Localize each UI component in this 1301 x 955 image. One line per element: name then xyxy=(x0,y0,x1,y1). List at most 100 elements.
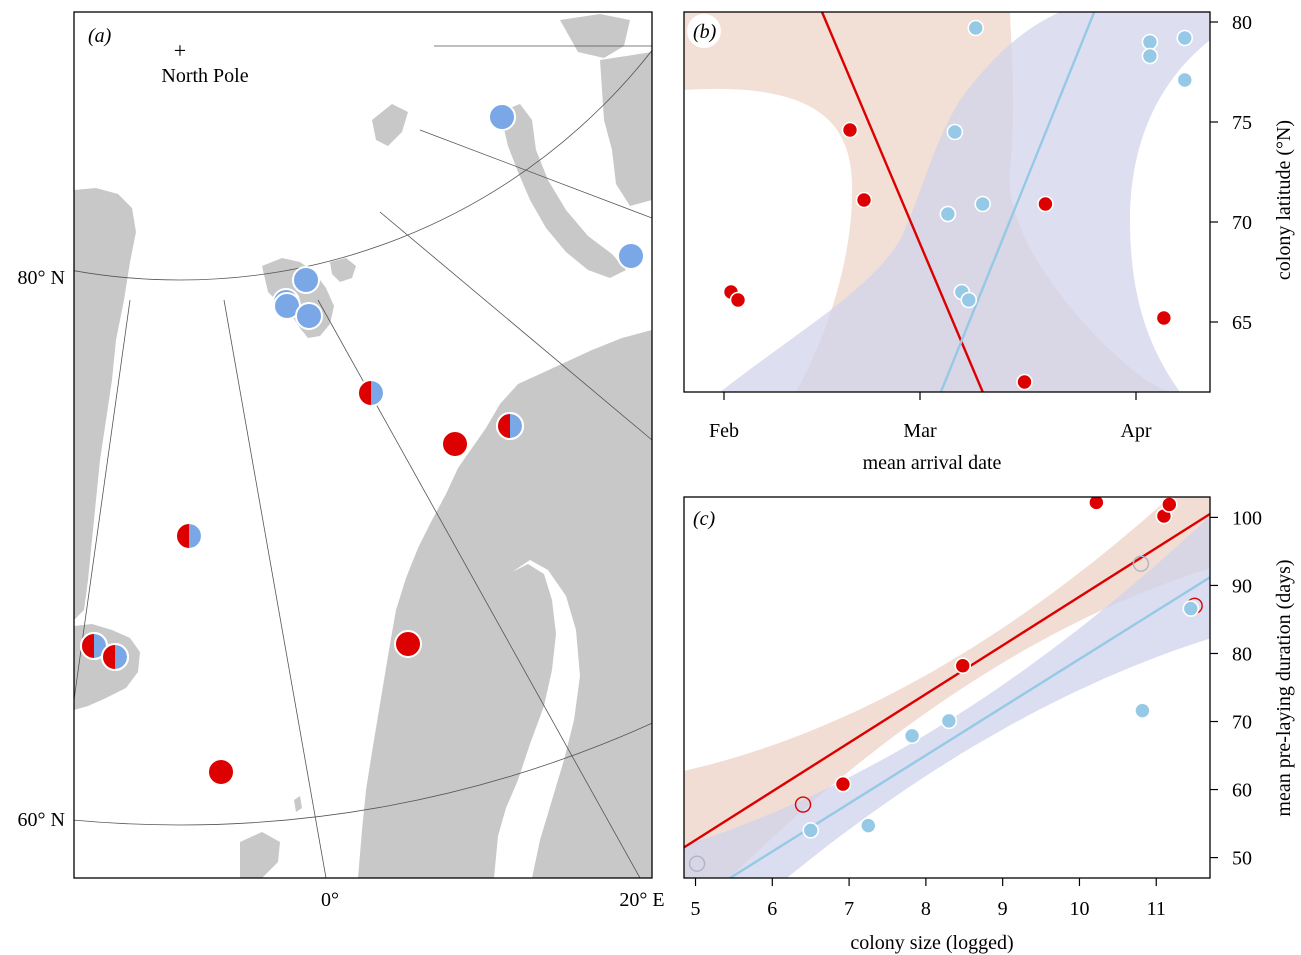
panel-c-point-blue xyxy=(1182,600,1200,617)
panel-b-point-blue xyxy=(1141,47,1159,65)
panel-b-red-fit-line xyxy=(820,12,984,392)
panel-c-blue-fit-line xyxy=(729,576,1210,878)
east-coast-land xyxy=(600,52,652,206)
colony-marker-blue xyxy=(295,302,323,330)
colony-marker-half xyxy=(101,643,129,671)
panel-b-label: (b) xyxy=(693,21,717,43)
panel-a-label: (a) xyxy=(88,25,112,47)
panel-c-x-tick-label: 8 xyxy=(921,898,931,920)
panel-c-x-tick-label: 9 xyxy=(998,898,1008,920)
panel-c-point-blue xyxy=(859,817,877,834)
panel-c-point-red xyxy=(1161,497,1178,513)
meridian-west xyxy=(74,299,131,701)
greenland-land xyxy=(74,188,136,620)
panel-c-y-ticks: 50 60 70 80 90 100 xyxy=(1210,507,1262,870)
panel-b-point-red xyxy=(729,291,747,309)
panel-c-frame xyxy=(683,496,1211,879)
lat-label-80: 80° N xyxy=(18,267,65,289)
north-pole-label: North Pole xyxy=(161,65,248,87)
map-land xyxy=(74,14,652,878)
colony-marker-red xyxy=(207,758,235,786)
panel-c-y-tick-label: 90 xyxy=(1232,575,1252,597)
panel-c-bands xyxy=(684,497,1210,878)
panel-c-point-blue xyxy=(940,712,958,730)
colony-marker-half xyxy=(496,412,524,440)
arctic-islands-land-2 xyxy=(560,14,630,58)
panel-b-x-tick-label: Apr xyxy=(1120,420,1151,442)
panel-c-x-title: colony size (logged) xyxy=(850,932,1013,954)
panel-c-y-tick-label: 100 xyxy=(1232,507,1262,529)
panel-c-label: (c) xyxy=(693,508,716,530)
panel-b-x-tick-label: Feb xyxy=(709,420,739,442)
meridian-d xyxy=(419,129,652,219)
colony-marker-red xyxy=(441,430,469,458)
panel-b-point-blue xyxy=(967,19,985,37)
panel-c-chart: (c) 5 6 7 8 9 10 11 50 60 70 80 90 100 colony size … xyxy=(683,496,1295,954)
panel-b-x-ticks: Feb Mar Apr xyxy=(709,392,1152,442)
panel-c-x-tick-label: 10 xyxy=(1069,898,1089,920)
panel-c-red-confidence-band xyxy=(684,497,1210,878)
lon-label-20e: 20° E xyxy=(619,889,664,911)
panel-c-x-tick-label: 5 xyxy=(691,898,701,920)
panel-b-chart: (b) Feb Mar Apr 65 70 75 80 mean arrival date… xyxy=(683,11,1295,474)
scandinavia-land xyxy=(358,330,652,878)
panel-b-frame xyxy=(683,11,1211,393)
panel-c-point-red xyxy=(1088,497,1105,511)
panel-c-points xyxy=(688,497,1203,872)
meridian-a xyxy=(223,299,327,878)
panel-b-points xyxy=(722,19,1194,391)
panel-c-point-blue xyxy=(802,822,820,839)
panel-c-point-red xyxy=(954,657,972,675)
panel-c-y-tick-label: 80 xyxy=(1232,643,1252,665)
colony-marker-blue xyxy=(617,242,645,270)
lon-label-0: 0° xyxy=(321,889,339,911)
panel-b-point-blue xyxy=(946,123,964,141)
panel-c-x-tick-label: 6 xyxy=(767,898,777,920)
panel-b-point-blue xyxy=(1141,33,1159,51)
panel-b-point-blue xyxy=(974,195,992,213)
meridian-c xyxy=(379,211,652,441)
panel-b-point-red xyxy=(1037,195,1054,213)
panel-b-point-blue xyxy=(1176,29,1194,47)
panel-b-x-tick-label: Mar xyxy=(903,420,937,442)
panel-b-bands xyxy=(684,12,1210,392)
gulf-of-bothnia-water xyxy=(494,560,580,878)
panel-a-map: (a) + North Pole 80° N 60° N 0° 20° E xyxy=(18,11,665,911)
panel-b-point-red xyxy=(1016,373,1033,391)
panel-b-point-red xyxy=(841,121,859,139)
panel-c-x-ticks: 5 6 7 8 9 10 11 xyxy=(691,878,1166,920)
panel-b-point-red xyxy=(1155,309,1173,327)
panel-b-y-tick-label: 70 xyxy=(1232,212,1252,234)
panel-b-y-title: colony latitude (°N) xyxy=(1273,120,1295,280)
panel-c-blue-confidence-band xyxy=(684,516,1210,878)
svalbard-east-land xyxy=(330,258,356,282)
panel-c-y-tick-label: 60 xyxy=(1232,780,1252,802)
panel-c-y-tick-label: 70 xyxy=(1232,712,1252,734)
panel-b-point-blue xyxy=(939,205,957,223)
panel-b-point-blue xyxy=(960,291,978,309)
panel-c-open-point-blue xyxy=(1132,555,1150,572)
panel-b-label-bg xyxy=(687,14,721,48)
panel-b-blue-confidence-band xyxy=(720,12,1210,392)
colony-marker-blue xyxy=(292,266,320,294)
panel-c-point-blue xyxy=(903,727,921,745)
latitude-circle-60 xyxy=(74,722,652,826)
panel-b-y-tick-label: 80 xyxy=(1232,12,1252,34)
panel-c-point-red xyxy=(834,775,852,793)
colony-markers xyxy=(80,103,645,786)
arctic-islands-land xyxy=(372,104,408,146)
panel-c-open-point-red xyxy=(794,796,812,813)
shetland-land xyxy=(294,796,302,812)
colony-marker-half xyxy=(175,522,203,550)
panel-c-red-fit-line xyxy=(684,512,1210,849)
panel-c-x-tick-label: 7 xyxy=(844,898,854,920)
novaya-zemlya-land xyxy=(500,104,626,278)
colony-marker-half xyxy=(357,379,385,407)
panel-c-x-tick-label: 11 xyxy=(1147,898,1166,920)
panel-b-y-ticks: 65 70 75 80 xyxy=(1210,12,1252,334)
panel-c-y-tick-label: 50 xyxy=(1232,848,1252,870)
latitude-circle-80 xyxy=(74,49,652,281)
panel-c-point-blue xyxy=(1134,702,1151,719)
panel-b-y-tick-label: 75 xyxy=(1232,112,1252,134)
